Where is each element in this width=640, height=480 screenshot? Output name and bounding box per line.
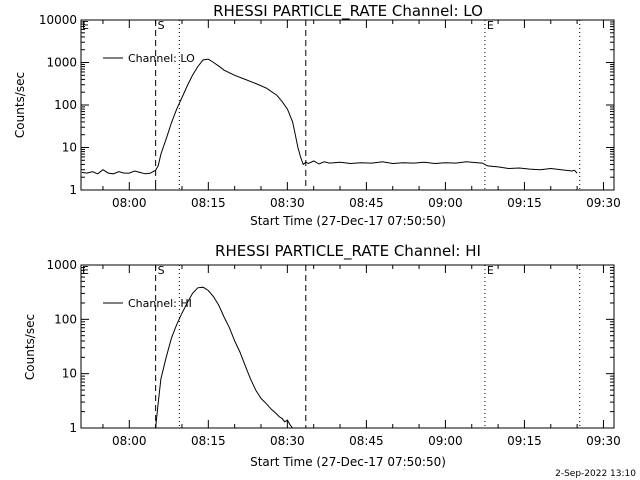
x-tick-label: 08:45 bbox=[349, 196, 384, 210]
plot-frame bbox=[80, 19, 615, 191]
x-tick-label: 08:30 bbox=[270, 434, 305, 448]
legend-label: Channel: LO bbox=[128, 52, 195, 65]
y-tick-label: 1 bbox=[69, 421, 77, 435]
y-tick-label: 100 bbox=[54, 98, 77, 112]
y-tick-label: 10 bbox=[62, 367, 77, 381]
panel-channel-hi: RHESSI PARTICLE_RATE Channel: HI Counts/… bbox=[23, 242, 621, 469]
plot-frame bbox=[80, 264, 615, 429]
legend-label: Channel: HI bbox=[128, 297, 192, 310]
y-tick-label: 100 bbox=[54, 312, 77, 326]
y-tick-label: 10 bbox=[62, 141, 77, 155]
series-line bbox=[155, 286, 293, 429]
x-axis-label: Start Time (27-Dec-17 07:50:50) bbox=[250, 214, 446, 228]
marker-label: S bbox=[158, 264, 165, 277]
marker-label: E bbox=[487, 264, 494, 277]
x-tick-label: 09:00 bbox=[428, 196, 463, 210]
x-tick-label: 09:30 bbox=[586, 196, 621, 210]
x-tick-label: 08:15 bbox=[191, 196, 226, 210]
panel-channel-lo: RHESSI PARTICLE_RATE Channel: LO Counts/… bbox=[13, 2, 621, 228]
marker-label: E bbox=[487, 19, 494, 32]
footer-timestamp: 2-Sep-2022 13:10 bbox=[555, 469, 636, 479]
x-tick-label: 08:00 bbox=[112, 434, 147, 448]
x-axis-label: Start Time (27-Dec-17 07:50:50) bbox=[250, 455, 446, 469]
x-tick-label: 08:30 bbox=[270, 196, 305, 210]
plot-area: 1 10 100 1000 10000 08:00 08:15 08:30 08:45 09:00… bbox=[39, 13, 621, 210]
y-tick-label: 10000 bbox=[39, 13, 77, 27]
chart-title: RHESSI PARTICLE_RATE Channel: HI bbox=[215, 242, 481, 261]
y-tick-label: 1000 bbox=[46, 56, 77, 70]
corner-marker: E bbox=[82, 19, 89, 32]
y-axis-label: Counts/sec bbox=[23, 314, 37, 380]
x-tick-label: 09:15 bbox=[507, 434, 542, 448]
x-tick-label: 08:00 bbox=[112, 196, 147, 210]
plot-area: 1 10 100 1000 08:00 08:15 08:30 08:45 09:00 09:15… bbox=[46, 258, 620, 448]
y-tick-label: 1000 bbox=[46, 258, 77, 272]
corner-marker: E bbox=[82, 264, 89, 277]
series-line bbox=[81, 58, 578, 175]
x-tick-label: 09:15 bbox=[507, 196, 542, 210]
x-tick-label: 08:45 bbox=[349, 434, 384, 448]
x-tick-label: 08:15 bbox=[191, 434, 226, 448]
chart-title: RHESSI PARTICLE_RATE Channel: LO bbox=[213, 2, 483, 21]
x-tick-label: 09:00 bbox=[428, 434, 463, 448]
marker-label: S bbox=[158, 19, 165, 32]
y-axis-label: Counts/sec bbox=[13, 72, 27, 138]
y-tick-label: 1 bbox=[69, 183, 77, 197]
x-tick-label: 09:30 bbox=[586, 434, 621, 448]
